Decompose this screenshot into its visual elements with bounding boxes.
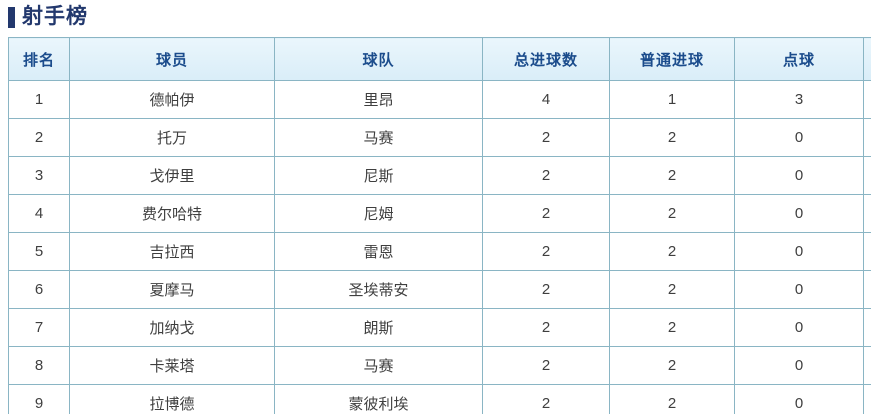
cell-penalty-goals: 0 <box>734 308 864 347</box>
cell-team: 尼斯 <box>274 156 483 195</box>
cell-team: 蒙彼利埃 <box>274 384 483 414</box>
cell-penalty-goals: 0 <box>734 384 864 414</box>
cell-player: 夏摩马 <box>69 270 275 309</box>
cell-total-goals: 2 <box>482 270 610 309</box>
cell-normal-goals: 2 <box>609 232 735 271</box>
cell-normal-goals: 2 <box>609 194 735 233</box>
cell-team: 马赛 <box>274 118 483 157</box>
cell-clipped <box>863 156 871 195</box>
cell-normal-goals: 2 <box>609 118 735 157</box>
cell-rank: 7 <box>8 308 70 347</box>
cell-player: 加纳戈 <box>69 308 275 347</box>
cell-clipped <box>863 194 871 233</box>
table-row: 3 戈伊里 尼斯 2 2 0 <box>8 156 871 195</box>
cell-player: 卡莱塔 <box>69 346 275 385</box>
column-header-player: 球员 <box>69 37 275 81</box>
table-header-row: 排名 球员 球队 总进球数 普通进球 点球 <box>8 37 871 81</box>
section-title: 射手榜 <box>8 5 88 29</box>
cell-clipped <box>863 118 871 157</box>
cell-team: 尼姆 <box>274 194 483 233</box>
table-row: 6 夏摩马 圣埃蒂安 2 2 0 <box>8 270 871 309</box>
cell-penalty-goals: 0 <box>734 232 864 271</box>
cell-penalty-goals: 0 <box>734 194 864 233</box>
cell-penalty-goals: 0 <box>734 156 864 195</box>
cell-player: 费尔哈特 <box>69 194 275 233</box>
cell-penalty-goals: 3 <box>734 80 864 119</box>
table-row: 7 加纳戈 朗斯 2 2 0 <box>8 308 871 347</box>
cell-total-goals: 4 <box>482 80 610 119</box>
cell-clipped <box>863 80 871 119</box>
cell-clipped <box>863 346 871 385</box>
cell-normal-goals: 2 <box>609 346 735 385</box>
cell-normal-goals: 2 <box>609 308 735 347</box>
cell-player: 德帕伊 <box>69 80 275 119</box>
table-row: 9 拉博德 蒙彼利埃 2 2 0 <box>8 384 871 414</box>
cell-team: 里昂 <box>274 80 483 119</box>
column-header-total-goals: 总进球数 <box>482 37 610 81</box>
cell-rank: 3 <box>8 156 70 195</box>
table-row: 5 吉拉西 雷恩 2 2 0 <box>8 232 871 271</box>
cell-team: 雷恩 <box>274 232 483 271</box>
cell-normal-goals: 2 <box>609 156 735 195</box>
table-body: 1 德帕伊 里昂 4 1 3 2 托万 马赛 2 2 0 3 戈伊里 尼斯 2 2 0 4 费尔哈特 尼姆 2 2 0 5 吉拉西… <box>8 80 871 414</box>
cell-team: 圣埃蒂安 <box>274 270 483 309</box>
cell-clipped <box>863 232 871 271</box>
cell-rank: 5 <box>8 232 70 271</box>
cell-player: 拉博德 <box>69 384 275 414</box>
cell-penalty-goals: 0 <box>734 270 864 309</box>
cell-total-goals: 2 <box>482 384 610 414</box>
cell-total-goals: 2 <box>482 156 610 195</box>
cell-team: 马赛 <box>274 346 483 385</box>
page-title: 射手榜 <box>22 5 88 28</box>
column-header-rank: 排名 <box>8 37 70 81</box>
cell-player: 吉拉西 <box>69 232 275 271</box>
table-row: 2 托万 马赛 2 2 0 <box>8 118 871 157</box>
cell-player: 托万 <box>69 118 275 157</box>
cell-rank: 8 <box>8 346 70 385</box>
column-header-penalty-goals: 点球 <box>734 37 864 81</box>
cell-normal-goals: 1 <box>609 80 735 119</box>
column-header-team: 球队 <box>274 37 483 81</box>
cell-penalty-goals: 0 <box>734 346 864 385</box>
column-header-normal-goals: 普通进球 <box>609 37 735 81</box>
table-row: 4 费尔哈特 尼姆 2 2 0 <box>8 194 871 233</box>
cell-clipped <box>863 384 871 414</box>
cell-penalty-goals: 0 <box>734 118 864 157</box>
cell-total-goals: 2 <box>482 346 610 385</box>
table-row: 1 德帕伊 里昂 4 1 3 <box>8 80 871 119</box>
scorers-table: 排名 球员 球队 总进球数 普通进球 点球 1 德帕伊 里昂 4 1 3 2 托万 马赛 2 2 0 3 戈伊里 尼斯… <box>8 37 871 414</box>
cell-rank: 6 <box>8 270 70 309</box>
cell-rank: 9 <box>8 384 70 414</box>
cell-rank: 2 <box>8 118 70 157</box>
cell-normal-goals: 2 <box>609 384 735 414</box>
cell-clipped <box>863 270 871 309</box>
table-row: 8 卡莱塔 马赛 2 2 0 <box>8 346 871 385</box>
cell-total-goals: 2 <box>482 194 610 233</box>
cell-player: 戈伊里 <box>69 156 275 195</box>
cell-normal-goals: 2 <box>609 270 735 309</box>
column-header-clipped <box>863 37 871 81</box>
title-accent-bar <box>8 6 15 28</box>
scorers-table-container: 排名 球员 球队 总进球数 普通进球 点球 1 德帕伊 里昂 4 1 3 2 托万 马赛 2 2 0 3 戈伊里 尼斯… <box>8 37 871 414</box>
cell-total-goals: 2 <box>482 308 610 347</box>
cell-rank: 4 <box>8 194 70 233</box>
cell-total-goals: 2 <box>482 118 610 157</box>
cell-team: 朗斯 <box>274 308 483 347</box>
cell-clipped <box>863 308 871 347</box>
cell-total-goals: 2 <box>482 232 610 271</box>
cell-rank: 1 <box>8 80 70 119</box>
